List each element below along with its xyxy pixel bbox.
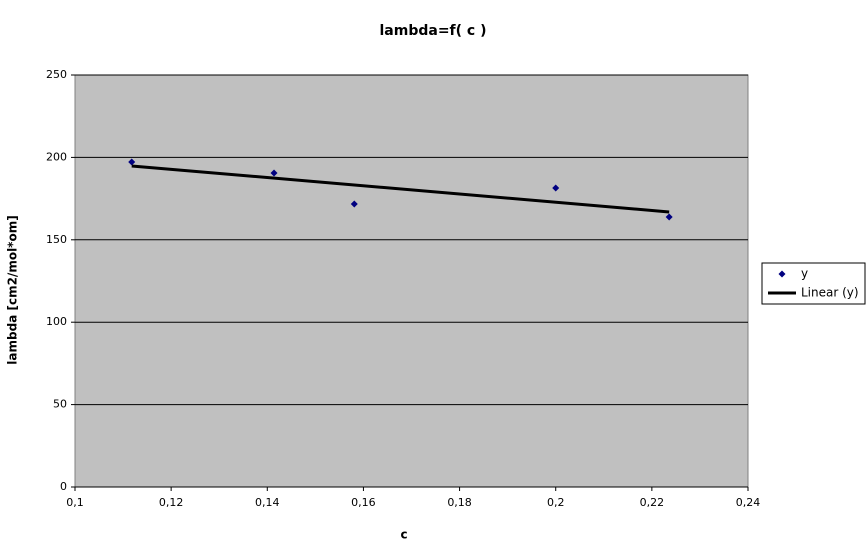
- x-tick-label: 0,24: [736, 496, 761, 509]
- x-tick-label: 0,16: [351, 496, 376, 509]
- y-axis-label: lambda [cm2/mol*om]: [6, 215, 20, 364]
- x-tick-label: 0,12: [159, 496, 184, 509]
- legend-swatch: [778, 270, 786, 278]
- plot-area: [74, 74, 749, 488]
- point: [665, 213, 673, 221]
- point: [552, 184, 560, 192]
- y-tick-label: 250: [46, 68, 67, 81]
- legend: [761, 262, 866, 305]
- trendline: [131, 164, 670, 214]
- x-tick-label: 0,18: [447, 496, 472, 509]
- legend-label: Linear (y): [801, 286, 859, 300]
- y-tick-label: 100: [46, 315, 67, 328]
- chart-title: lambda=f( c ): [380, 23, 487, 39]
- point: [128, 158, 136, 166]
- y-tick-label: 50: [53, 398, 67, 411]
- legend-label: y: [801, 267, 808, 281]
- y-tick-label: 200: [46, 150, 67, 163]
- x-tick-label: 0,22: [640, 496, 665, 509]
- x-axis-label: c: [400, 528, 407, 542]
- point: [270, 169, 278, 177]
- y-tick-label: 150: [46, 233, 67, 246]
- x-tick-label: 0,1: [66, 496, 84, 509]
- x-tick-label: 0,2: [547, 496, 565, 509]
- point: [350, 200, 358, 208]
- y-tick-label: 0: [60, 480, 67, 493]
- x-tick-label: 0,14: [255, 496, 280, 509]
